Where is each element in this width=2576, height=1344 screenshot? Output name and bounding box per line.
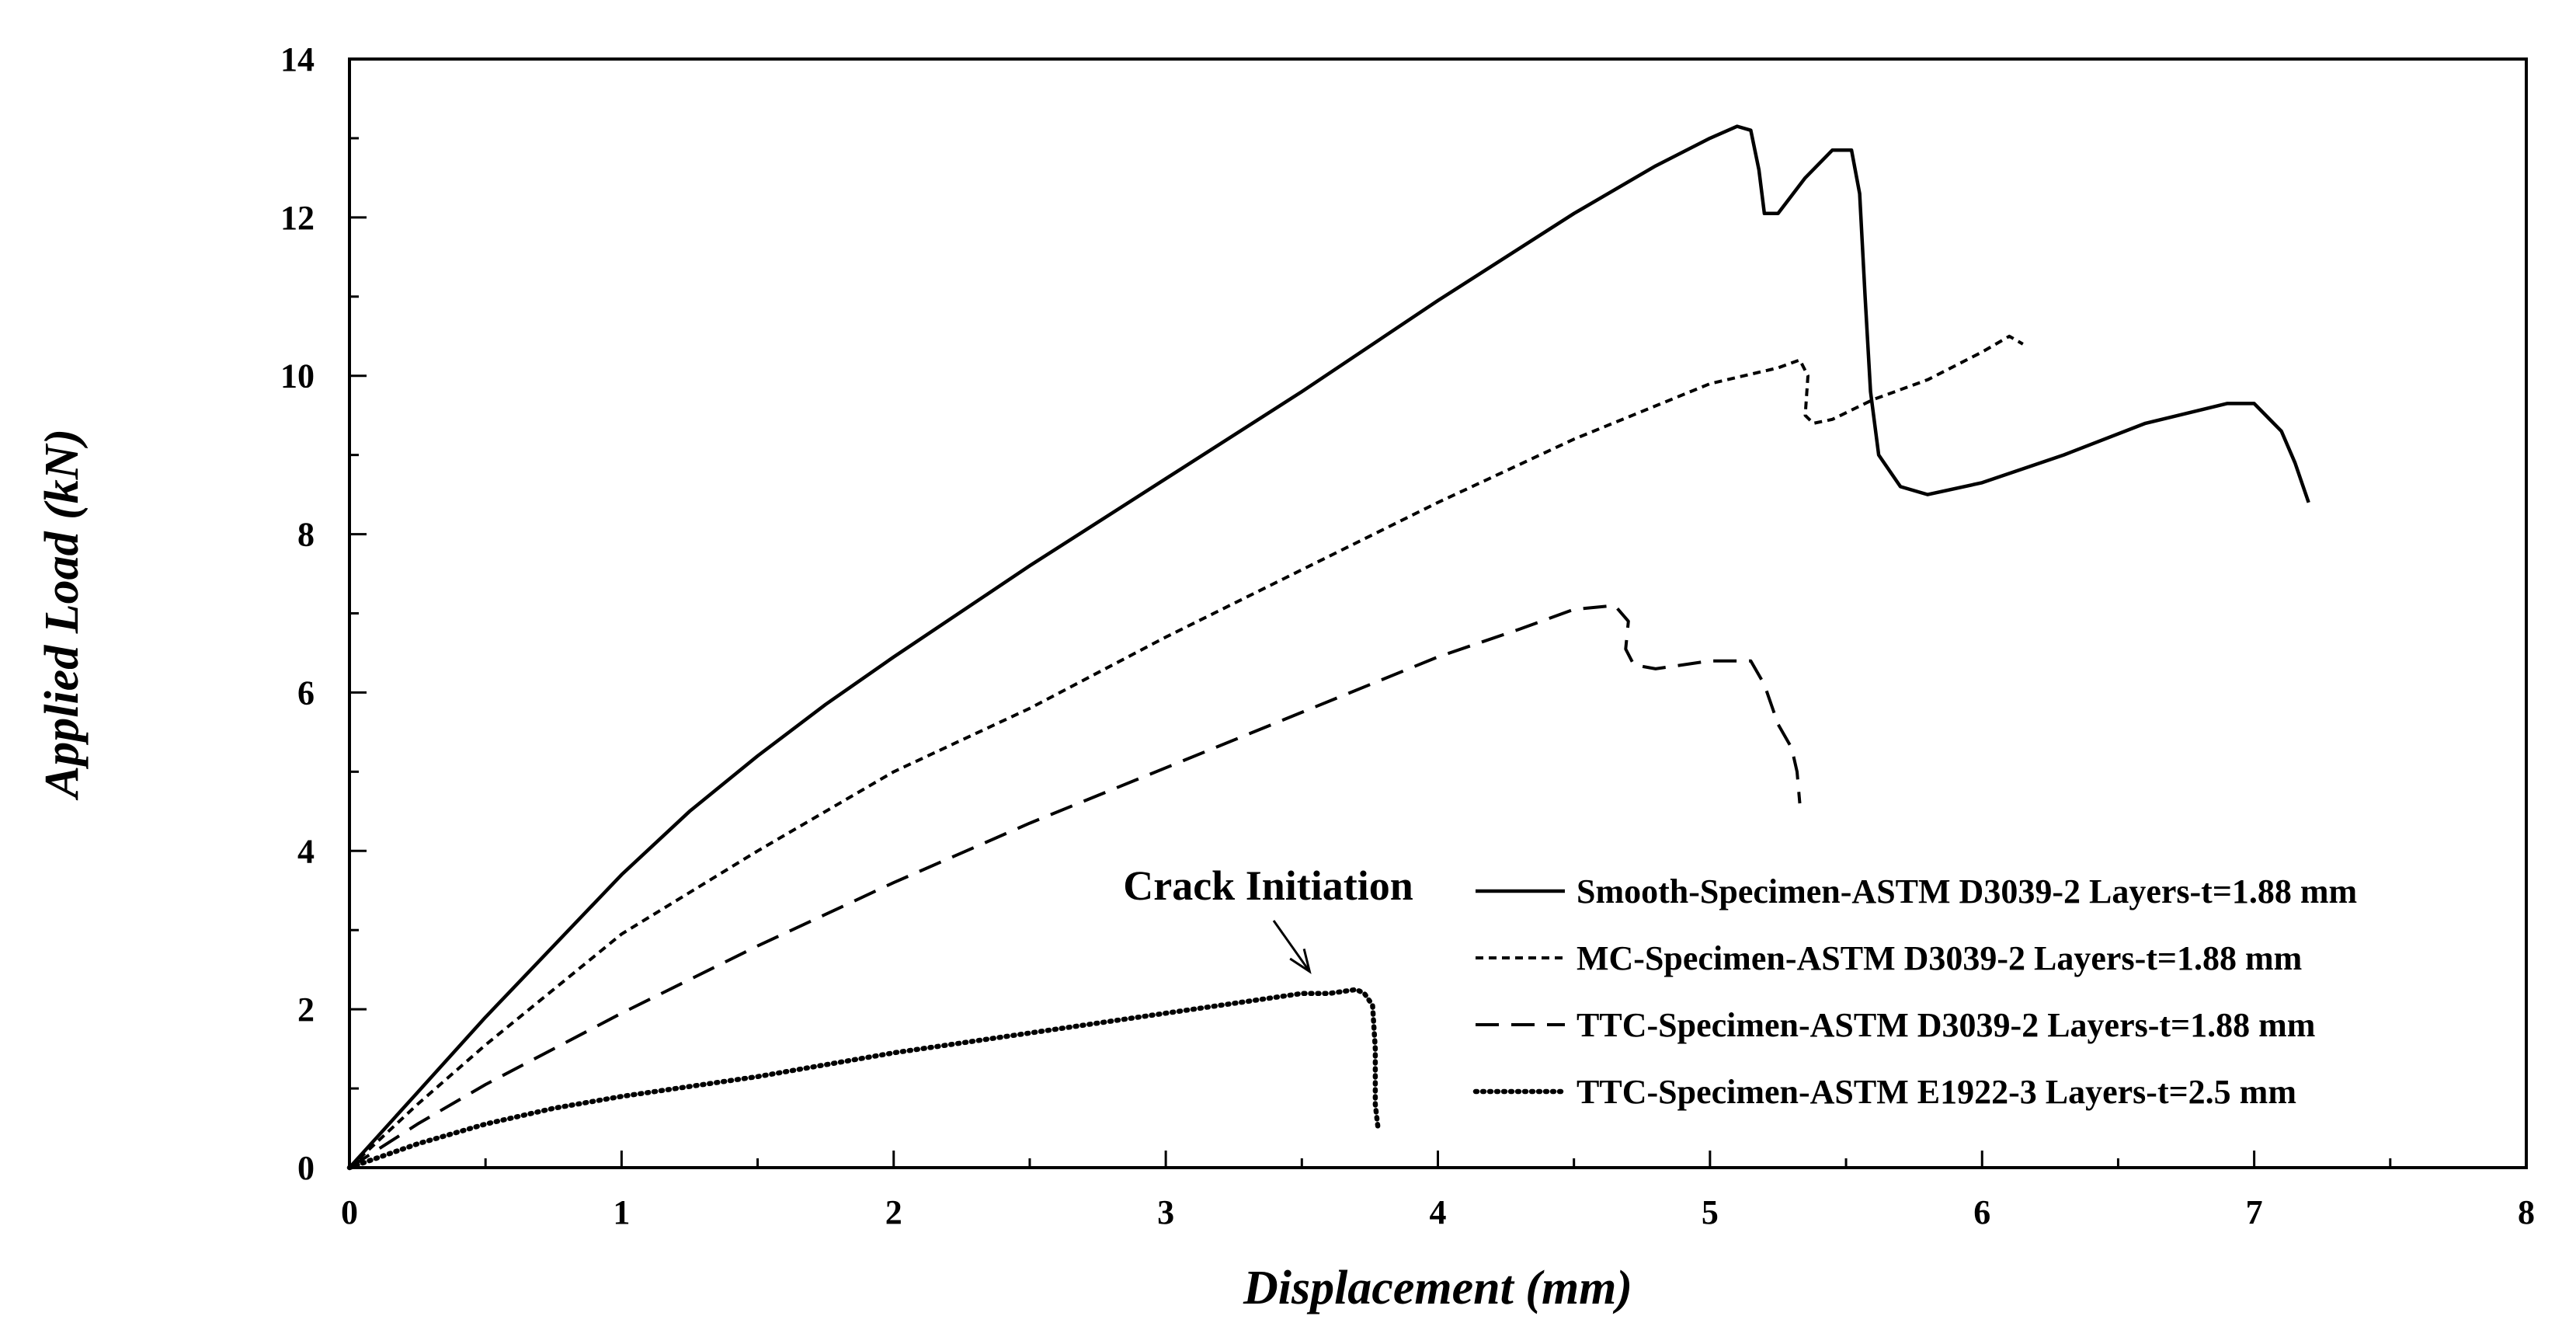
x-tick-label: 8 xyxy=(2518,1193,2535,1231)
legend-label-ttc-specimen-d3039: TTC-Specimen-ASTM D3039-2 Layers-t=1.88 … xyxy=(1577,1006,2315,1044)
x-tick-label: 4 xyxy=(1430,1193,1447,1231)
x-tick-label: 7 xyxy=(2246,1193,2263,1231)
y-tick-label: 0 xyxy=(297,1149,315,1187)
y-tick-label: 6 xyxy=(297,674,315,712)
y-tick-label: 2 xyxy=(297,991,315,1029)
annotation-arrow-shaft xyxy=(1272,920,1311,973)
series-line-mc-specimen xyxy=(348,334,2024,1169)
series-line-smooth-specimen xyxy=(348,124,2310,1169)
plot-area-frame xyxy=(348,57,2528,1169)
x-tick-label: 6 xyxy=(1973,1193,1990,1231)
y-tick-label: 8 xyxy=(297,516,315,554)
x-tick-label: 5 xyxy=(1702,1193,1719,1231)
legend-label-mc-specimen: MC-Specimen-ASTM D3039-2 Layers-t=1.88 m… xyxy=(1577,939,2302,977)
x-tick-label: 1 xyxy=(613,1193,630,1231)
annotation-crack-initiation: Crack Initiation xyxy=(1123,862,1413,909)
y-axis-title: Applied Load (kN) xyxy=(36,429,89,801)
x-tick-label: 3 xyxy=(1157,1193,1174,1231)
y-tick-label: 10 xyxy=(280,357,315,395)
y-tick-label: 12 xyxy=(280,199,315,237)
x-tick-label: 0 xyxy=(341,1193,358,1231)
annotation-arrow-head xyxy=(1289,948,1312,974)
legend-label-smooth-specimen: Smooth-Specimen-ASTM D3039-2 Layers-t=1.… xyxy=(1577,872,2357,911)
y-tick-label: 4 xyxy=(297,832,315,870)
y-tick-label: 14 xyxy=(280,40,315,78)
legend-label-ttc-specimen-e1922: TTC-Specimen-ASTM E1922-3 Layers-t=2.5 m… xyxy=(1577,1073,2296,1111)
x-tick-label: 2 xyxy=(885,1193,902,1231)
x-axis-title: Displacement (mm) xyxy=(1243,1262,1632,1314)
series-line-ttc-specimen-e1922 xyxy=(346,987,1381,1171)
